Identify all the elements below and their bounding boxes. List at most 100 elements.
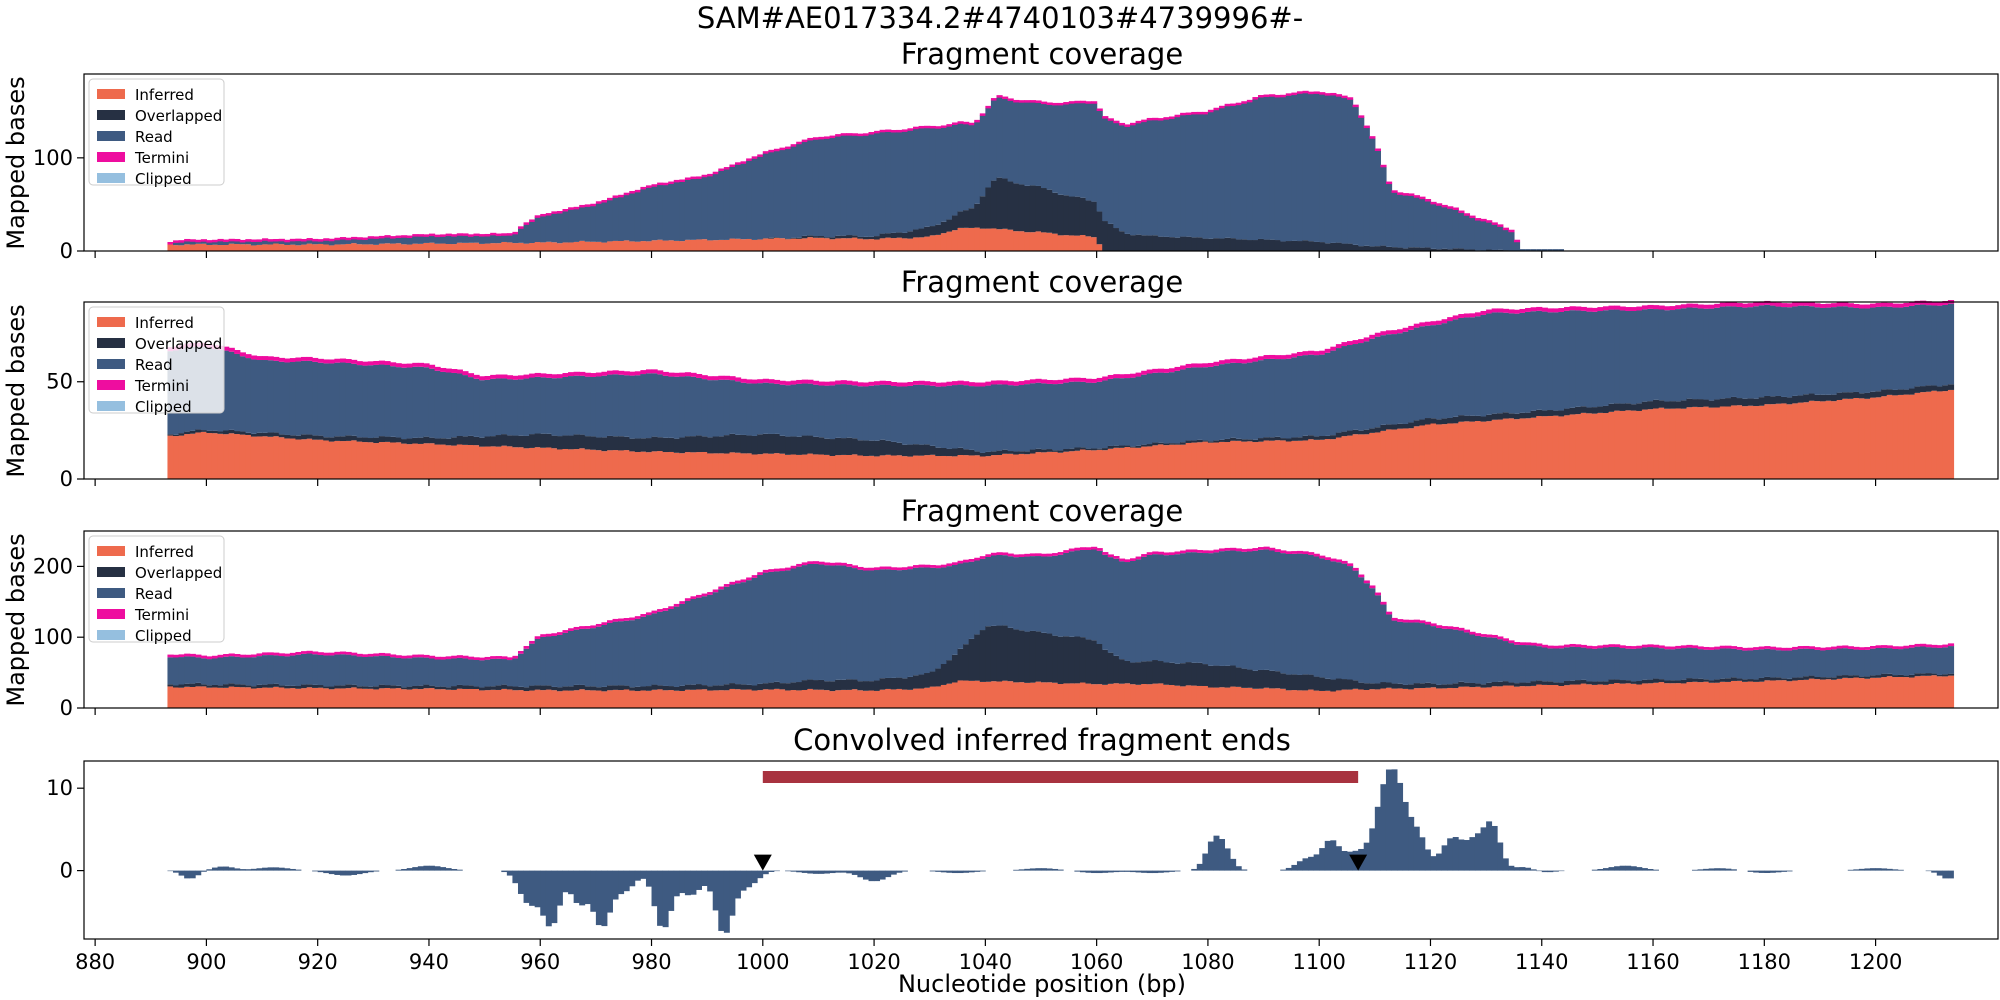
signal-bar — [1391, 769, 1398, 871]
read-bar — [907, 569, 914, 677]
overlapped-bar — [796, 237, 803, 239]
read-bar — [1497, 639, 1504, 682]
overlapped-bar — [862, 681, 870, 691]
overlapped-bar — [1803, 394, 1810, 403]
overlapped-bar — [490, 436, 497, 447]
termini-bar — [1207, 362, 1215, 366]
read-bar — [1130, 124, 1137, 236]
termini-bar — [1936, 303, 1943, 306]
read-bar — [851, 135, 858, 236]
overlapped-bar — [1291, 437, 1298, 441]
signal-bar — [1285, 867, 1292, 871]
read-bar — [1419, 198, 1426, 248]
inferred-bar — [985, 456, 992, 479]
termini-bar — [1057, 552, 1064, 555]
signal-bar — [1942, 870, 1949, 879]
inferred-bar — [467, 688, 475, 708]
read-bar — [200, 241, 208, 244]
inferred-bar — [707, 690, 714, 708]
panel-4-ytick-label: 0 — [60, 859, 73, 883]
inferred-bar — [668, 690, 675, 708]
termini-bar — [1753, 647, 1760, 650]
inferred-bar — [1146, 684, 1153, 708]
inferred-bar — [456, 688, 463, 708]
overlapped-bar — [1068, 196, 1075, 236]
read-bar — [1107, 378, 1114, 446]
inferred-bar — [629, 241, 636, 251]
read-bar — [701, 379, 708, 437]
overlapped-bar — [951, 654, 959, 683]
read-bar — [1847, 307, 1854, 393]
inferred-bar — [440, 689, 447, 708]
overlapped-bar — [1063, 636, 1070, 684]
overlapped-bar — [595, 687, 603, 691]
termini-bar — [712, 171, 719, 175]
read-bar — [1747, 650, 1754, 680]
read-bar — [1719, 306, 1726, 399]
inferred-bar — [562, 448, 569, 479]
overlapped-bar — [1352, 429, 1359, 435]
overlapped-bar — [1230, 238, 1237, 251]
termini-bar — [501, 656, 508, 659]
termini-bar — [328, 652, 335, 656]
read-bar — [1858, 649, 1866, 677]
read-bar — [796, 383, 803, 437]
read-bar — [312, 240, 319, 245]
inferred-bar — [423, 688, 430, 708]
termini-bar — [1730, 646, 1738, 649]
overlapped-bar — [306, 434, 313, 439]
read-bar — [289, 362, 297, 436]
termini-bar — [295, 359, 302, 362]
termini-bar — [1519, 642, 1526, 645]
overlapped-bar — [278, 685, 285, 688]
termini-bar — [206, 240, 213, 243]
termini-bar — [289, 360, 297, 363]
termini-bar — [1903, 304, 1910, 307]
termini-bar — [1469, 631, 1476, 635]
inferred-bar — [1041, 682, 1048, 708]
read-bar — [1347, 99, 1354, 244]
read-bar — [957, 384, 964, 448]
inferred-bar — [1235, 440, 1242, 479]
inferred-bar — [467, 445, 475, 479]
read-bar — [645, 373, 653, 439]
inferred-bar — [1619, 683, 1626, 708]
inferred-bar — [384, 441, 391, 479]
inferred-bar — [1463, 421, 1471, 479]
overlapped-bar — [1936, 386, 1943, 392]
termini-bar — [1530, 642, 1537, 646]
overlapped-bar — [300, 434, 308, 440]
read-bar — [1497, 312, 1504, 414]
termini-bar — [534, 215, 541, 218]
inferred-bar — [1569, 684, 1576, 708]
inferred-bar — [701, 689, 708, 708]
read-bar — [1380, 604, 1387, 683]
termini-bar — [1057, 381, 1064, 384]
overlapped-bar — [1113, 228, 1120, 251]
signal-bar — [512, 870, 519, 884]
read-bar — [540, 377, 547, 434]
read-bar — [1886, 306, 1893, 390]
overlapped-bar — [829, 681, 836, 692]
inferred-bar — [495, 243, 502, 251]
read-bar — [1374, 336, 1382, 428]
termini-bar — [284, 239, 291, 243]
read-bar — [629, 375, 636, 439]
inferred-bar — [300, 439, 308, 479]
read-bar — [284, 241, 291, 245]
overlapped-bar — [1842, 392, 1849, 399]
termini-bar — [1341, 342, 1348, 345]
read-bar — [807, 139, 814, 236]
inferred-bar — [1769, 680, 1777, 708]
termini-bar — [484, 233, 491, 237]
inferred-bar — [1920, 675, 1927, 708]
read-bar — [1691, 307, 1699, 400]
overlapped-bar — [1246, 240, 1254, 251]
signal-bar — [529, 870, 536, 906]
read-bar — [996, 384, 1003, 451]
signal-bar — [1875, 868, 1882, 871]
inferred-bar — [445, 243, 452, 251]
overlapped-bar — [273, 432, 280, 437]
read-bar — [1230, 362, 1237, 438]
